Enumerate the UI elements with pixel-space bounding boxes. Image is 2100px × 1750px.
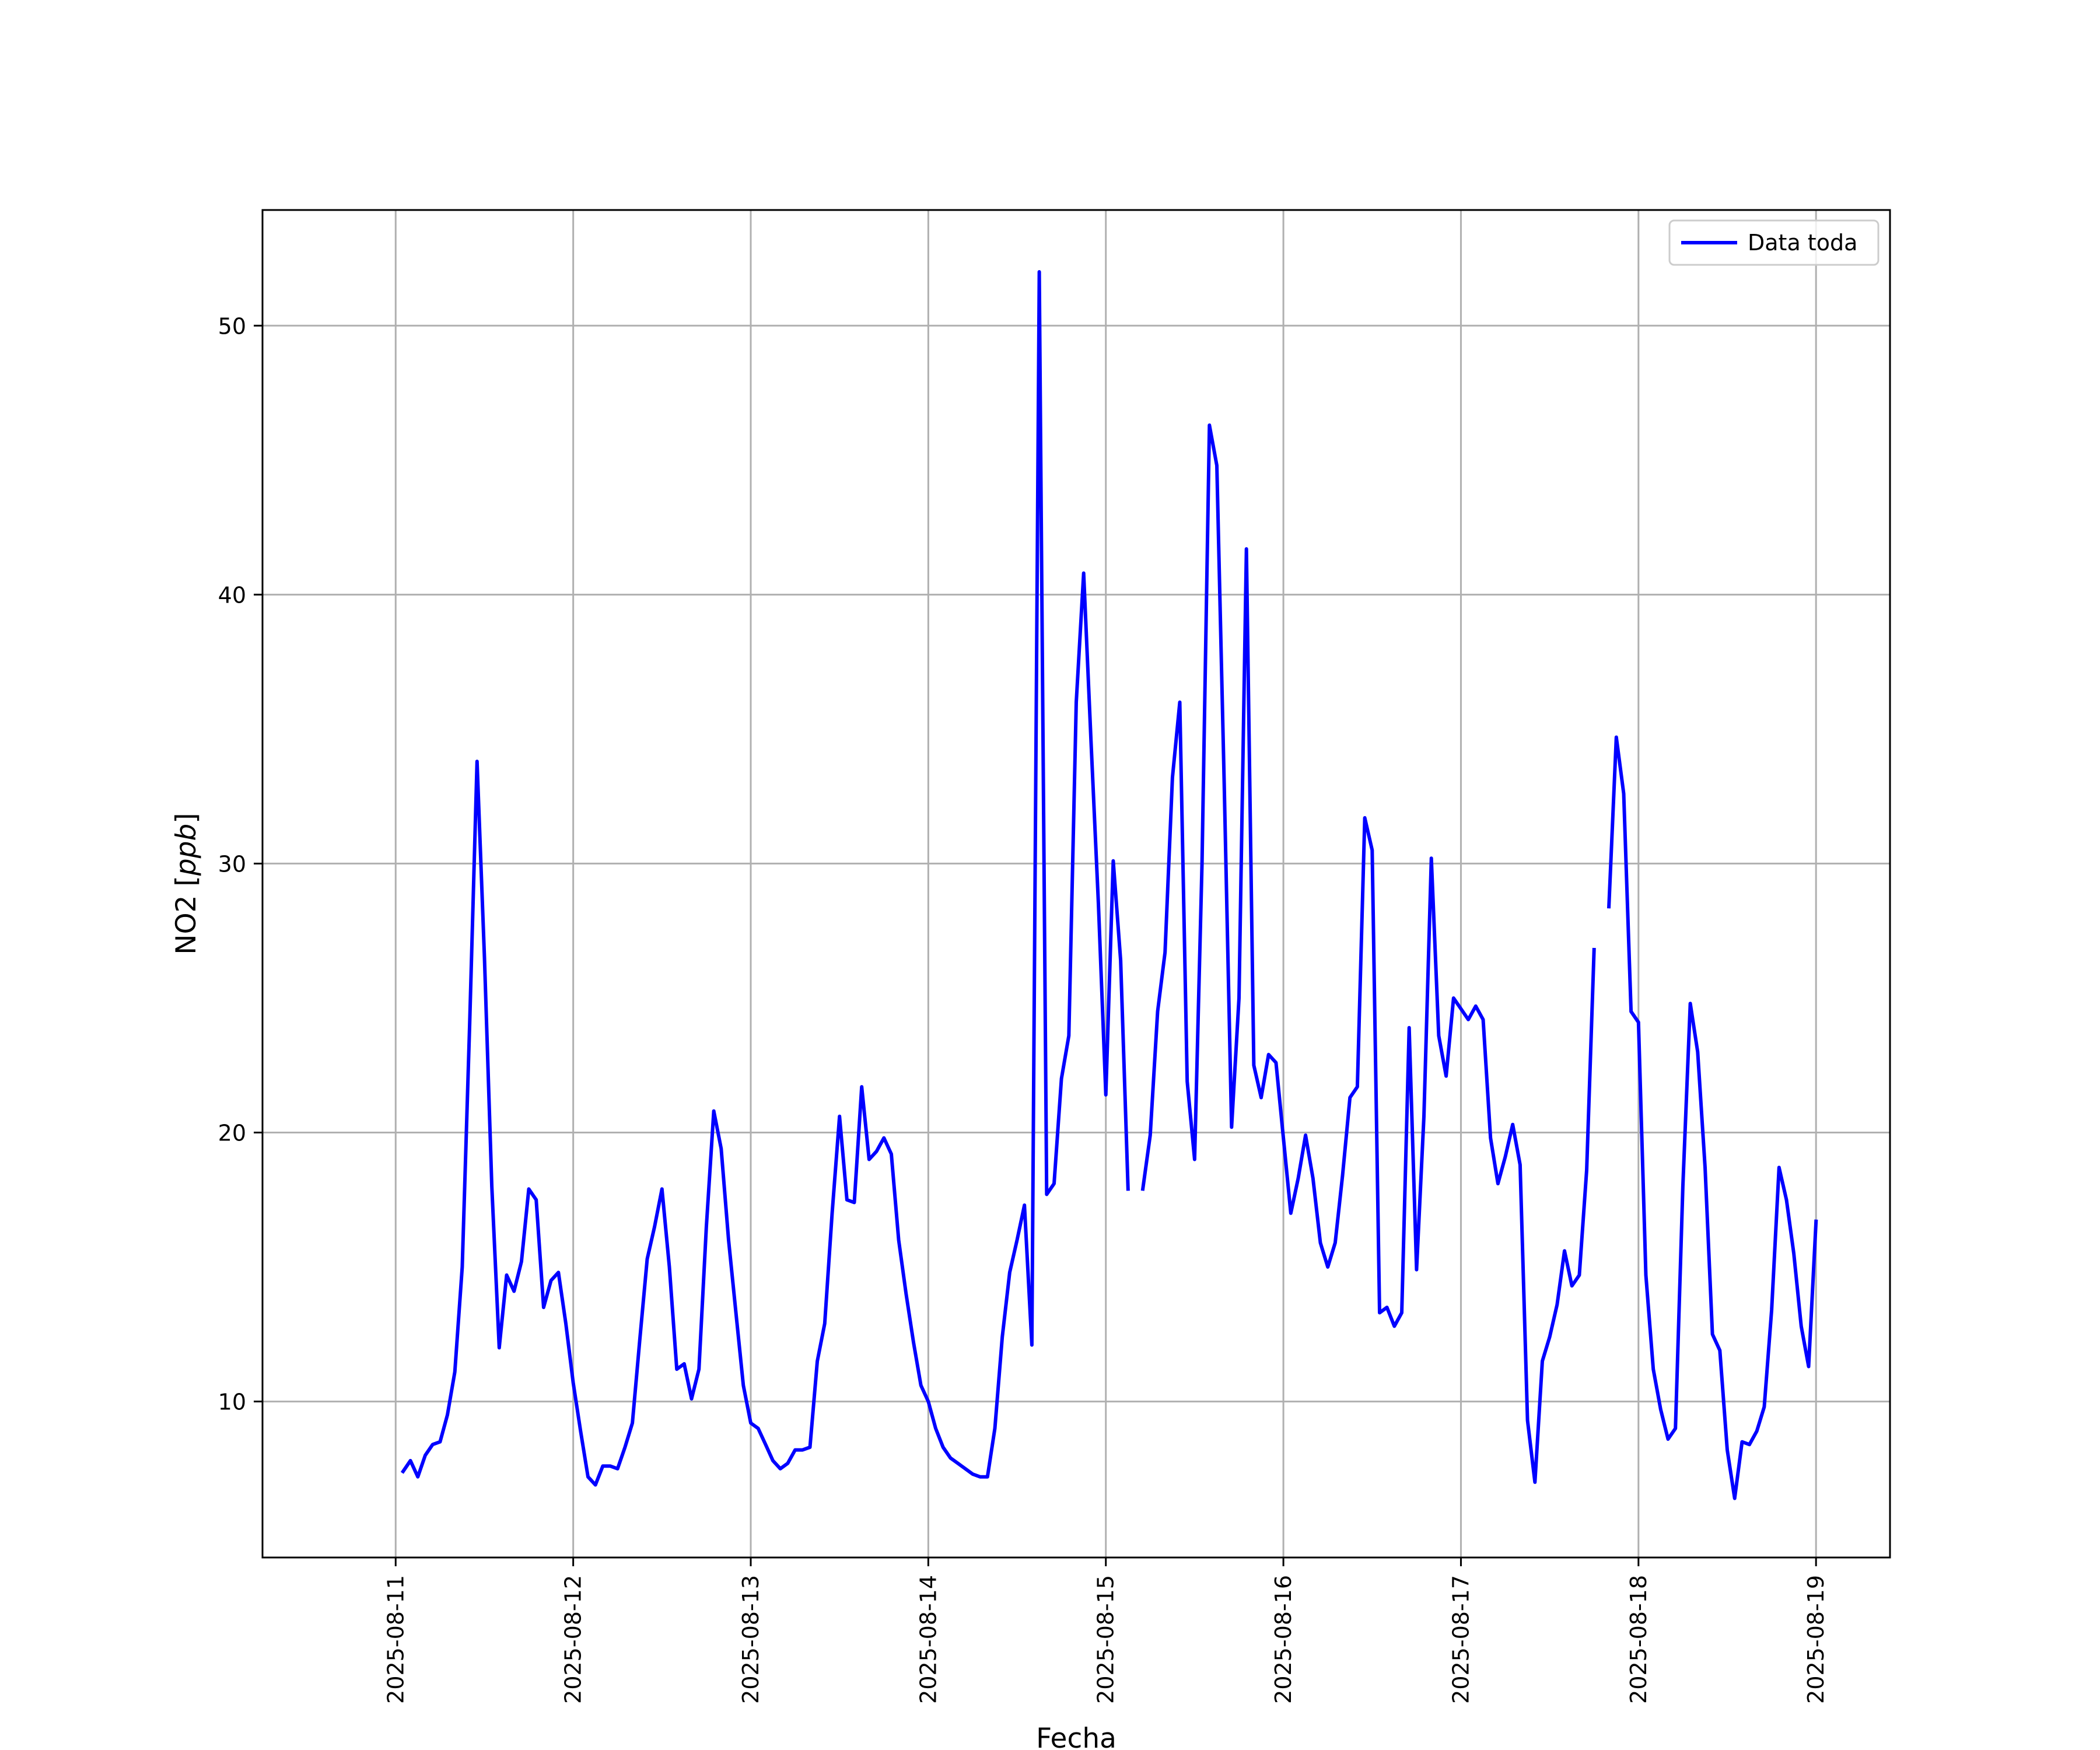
y-tick-label: 40: [218, 582, 246, 608]
x-tick-label: 2025-08-12: [561, 1575, 586, 1704]
x-tick-label: 2025-08-16: [1270, 1575, 1296, 1704]
y-tick-label: 10: [218, 1390, 246, 1415]
grid: [262, 210, 1890, 1558]
y-axis-label: NO2 [ppb]: [170, 813, 202, 954]
x-tick-label: 2025-08-15: [1093, 1575, 1119, 1704]
y-tick-label: 30: [218, 851, 246, 877]
x-tick-label: 2025-08-14: [915, 1575, 941, 1704]
x-tick-label: 2025-08-13: [738, 1575, 764, 1704]
series-line: [400, 270, 1818, 1500]
y-axis-label-suffix: ]: [170, 813, 202, 823]
legend: Data toda: [1668, 219, 1880, 266]
plot-frame: [261, 209, 1891, 1559]
y-axis-label-unit: ppb: [170, 824, 202, 877]
x-tick-label: 2025-08-19: [1803, 1575, 1829, 1704]
y-tick-label: 50: [218, 313, 246, 339]
y-tick-label: 20: [218, 1120, 246, 1146]
x-axis-ticks: 2025-08-11 2025-08-12 2025-08-13 2025-08-14…: [383, 1558, 1829, 1704]
x-tick-label: 2025-08-17: [1448, 1575, 1474, 1704]
y-axis-label-prefix: NO2 [: [170, 876, 202, 954]
legend-label: Data toda: [1748, 230, 1857, 256]
y-axis-ticks: 10 20 30 40 50: [218, 313, 262, 1415]
x-tick-label: 2025-08-11: [383, 1575, 408, 1704]
x-tick-label: 2025-08-18: [1626, 1575, 1651, 1704]
legend-box: [1668, 219, 1880, 266]
data-series-group: [400, 270, 1818, 1500]
x-axis-label: Fecha: [1036, 1723, 1116, 1750]
